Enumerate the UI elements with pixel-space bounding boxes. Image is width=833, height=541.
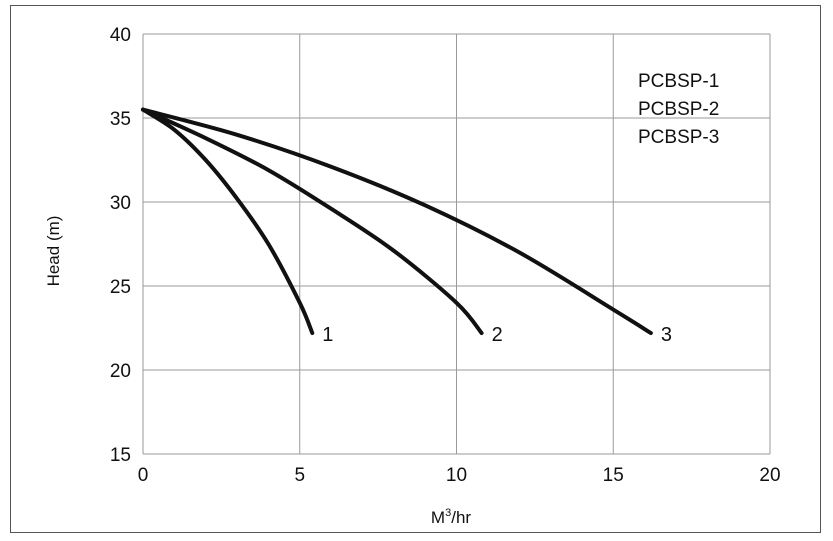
x-axis-title-base: M bbox=[431, 508, 445, 527]
x-tick-label: 15 bbox=[603, 465, 624, 486]
x-tick-label: 20 bbox=[759, 465, 780, 486]
curve-series-1 bbox=[141, 107, 315, 336]
curve-label-1: 1 bbox=[322, 324, 333, 346]
y-tick-label: 20 bbox=[110, 361, 131, 382]
y-axis-title: Head (m) bbox=[44, 216, 63, 287]
curve-series-3 bbox=[141, 107, 653, 336]
y-tick-label: 40 bbox=[110, 25, 131, 46]
x-axis-title-superscript: 3 bbox=[445, 507, 451, 519]
x-tick-label: 10 bbox=[446, 465, 467, 486]
x-axis-title: M3/hr bbox=[431, 507, 471, 527]
y-tick-label: 30 bbox=[110, 193, 131, 214]
y-tick-label: 35 bbox=[110, 109, 131, 130]
y-tick-label: 15 bbox=[110, 445, 131, 466]
legend-entry-3: PCBSP-3 bbox=[638, 127, 719, 148]
curve-series-2 bbox=[141, 107, 484, 336]
x-axis-title-tail: /hr bbox=[451, 508, 471, 527]
curve-labels: 1 2 3 bbox=[322, 324, 672, 346]
tick-labels: 0 5 10 15 20 15 20 25 30 35 40 bbox=[110, 25, 781, 486]
x-tick-label: 5 bbox=[294, 465, 305, 486]
curve-label-2: 2 bbox=[492, 324, 503, 346]
legend-entry-1: PCBSP-1 bbox=[638, 71, 719, 92]
grid bbox=[142, 33, 771, 455]
curves bbox=[141, 107, 653, 336]
x-tick-label: 0 bbox=[138, 465, 149, 486]
legend-entry-2: PCBSP-2 bbox=[638, 99, 719, 120]
curve-label-3: 3 bbox=[661, 324, 672, 346]
y-tick-label: 25 bbox=[110, 277, 131, 298]
legend: PCBSP-1 PCBSP-2 PCBSP-3 bbox=[638, 71, 719, 148]
